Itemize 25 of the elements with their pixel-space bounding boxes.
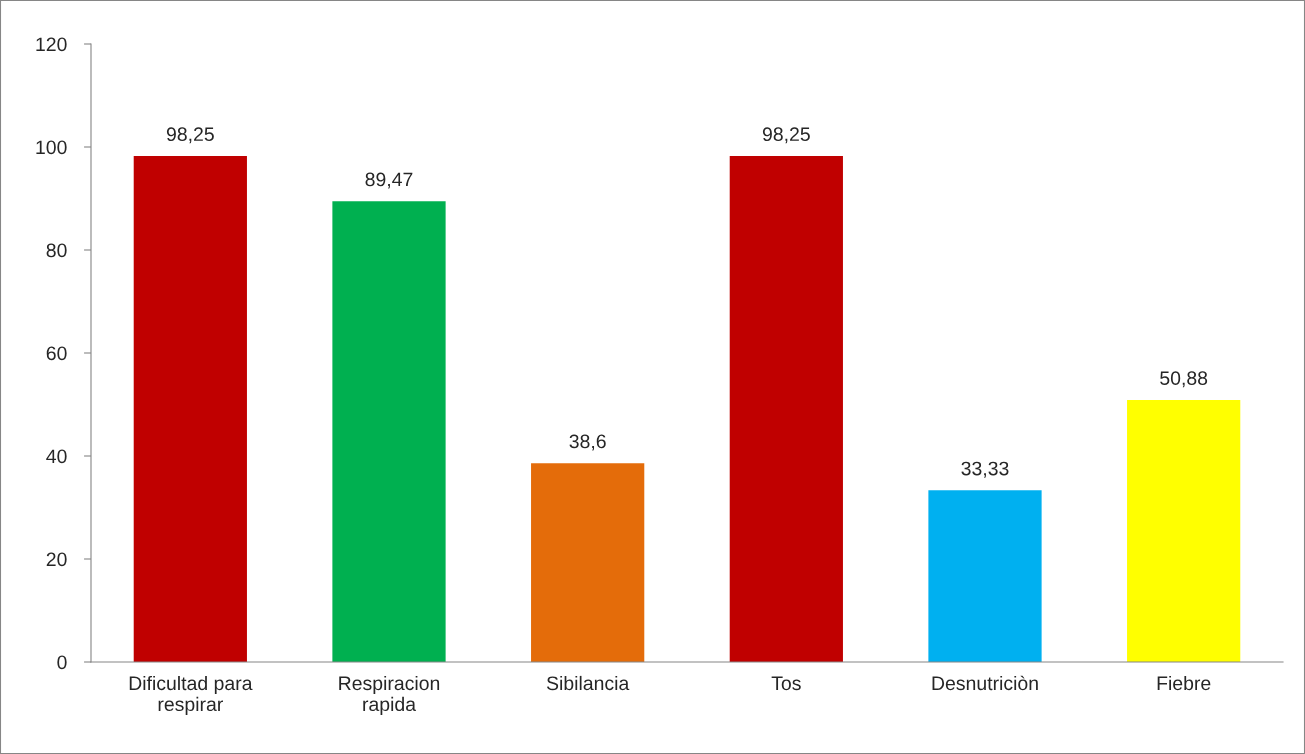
x-tick-label: Tos <box>771 676 801 691</box>
x-tick-label: Desnutriciòn <box>932 675 1038 691</box>
data-label: 89,47 <box>365 172 413 189</box>
y-tick-label: 40 <box>46 449 67 464</box>
y-tick-label: 120 <box>36 37 67 52</box>
bar <box>1127 399 1241 662</box>
y-tick-label: 60 <box>46 346 67 361</box>
x-tick-label: Fiebre <box>1157 675 1211 691</box>
x-tick-label: Sibilancia <box>546 675 630 691</box>
bar <box>133 156 247 662</box>
data-label: 33,33 <box>961 461 1009 478</box>
y-tick-label: 100 <box>36 140 67 155</box>
data-label: 50,88 <box>1160 371 1208 388</box>
bar <box>928 490 1042 662</box>
y-tick-label: 0 <box>57 655 67 670</box>
x-tick-label: Respiracion rapida <box>339 675 440 715</box>
x-tick-label: Dificultad para respirar <box>129 675 253 715</box>
data-label: 38,6 <box>569 434 606 451</box>
data-label: 98,25 <box>762 127 810 144</box>
bar <box>729 156 843 662</box>
y-tick-label: 80 <box>46 243 67 258</box>
bar <box>531 463 645 662</box>
y-tick-label: 20 <box>46 552 67 567</box>
data-label: 98,25 <box>166 127 214 144</box>
bar <box>332 201 446 662</box>
